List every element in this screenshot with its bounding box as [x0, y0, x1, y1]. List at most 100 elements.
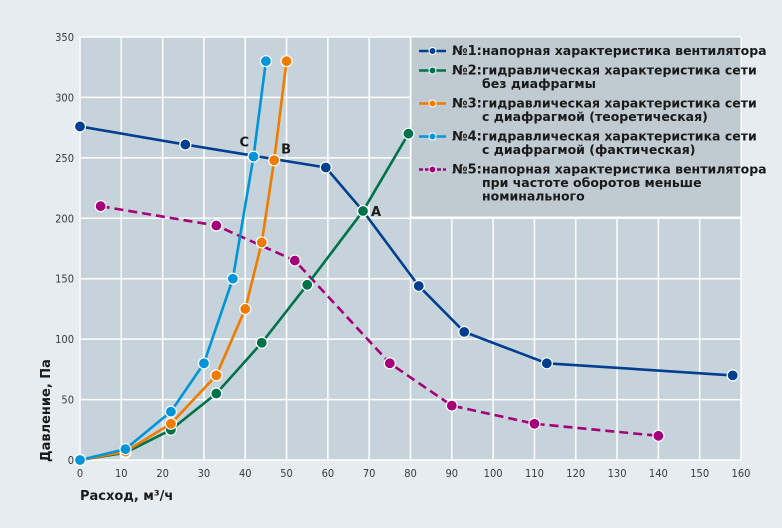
- y-tick-label: 50: [61, 394, 74, 407]
- legend-number: №1:: [452, 44, 482, 59]
- data-point: [239, 302, 252, 316]
- data-point: [528, 417, 541, 430]
- data-point: [179, 138, 192, 151]
- legend-swatch: [419, 47, 446, 55]
- data-point: [197, 357, 211, 370]
- annotation-label-a: A: [371, 205, 381, 220]
- legend-label: гидравлическая характеристика сети: [482, 96, 757, 111]
- legend-label: при частоте оборотов меньше: [482, 175, 702, 190]
- y-tick-label: 350: [55, 31, 74, 44]
- x-tick-label: 0: [77, 467, 83, 480]
- x-tick-label: 120: [566, 467, 585, 480]
- x-axis-ticks: 0 10 20 30 40 50 60 70 80 90 100 110 120 130 140 150 160: [77, 467, 751, 480]
- data-point: [255, 236, 268, 249]
- data-point: [445, 399, 458, 412]
- data-point: [319, 161, 332, 174]
- data-point: [301, 278, 314, 291]
- y-axis-label: Давление, Па: [39, 359, 54, 462]
- data-point: [210, 219, 223, 232]
- legend-label: напорная характеристика вентилятора: [482, 43, 767, 58]
- x-tick-label: 110: [525, 467, 544, 480]
- y-tick-label: 100: [55, 333, 74, 346]
- x-tick-label: 90: [446, 467, 459, 480]
- annotations: A B C: [240, 136, 382, 220]
- data-point: [383, 357, 396, 370]
- data-point: [268, 154, 281, 167]
- legend-swatch: [419, 132, 446, 141]
- data-point: [94, 200, 107, 213]
- series-s4: [73, 55, 273, 467]
- legend-label: с диафрагмой (теоретическая): [482, 109, 708, 124]
- data-point: [226, 272, 239, 285]
- legend-swatch: [419, 165, 446, 174]
- legend-item-s5: №5: напорная характеристика вентиляторапр…: [419, 162, 767, 204]
- x-tick-label: 70: [363, 467, 376, 480]
- x-tick-label: 80: [404, 467, 417, 480]
- data-point: [164, 405, 177, 418]
- data-point: [288, 254, 301, 267]
- x-axis-label: Расход, м³/ч: [80, 489, 173, 504]
- x-tick-label: 100: [484, 467, 503, 480]
- data-point: [210, 387, 223, 400]
- y-tick-label: 200: [55, 212, 74, 225]
- legend-number: №2:: [452, 64, 482, 79]
- data-point: [73, 453, 87, 467]
- x-tick-label: 140: [649, 467, 668, 480]
- legend-label: номинального: [482, 189, 585, 204]
- series-line: [79, 61, 288, 462]
- legend-label: без диафрагмы: [482, 76, 596, 91]
- data-point: [119, 443, 132, 456]
- legend-label: напорная характеристика вентилятора: [482, 162, 767, 177]
- data-point: [280, 55, 293, 68]
- legend-label: гидравлическая характеристика сети: [482, 63, 757, 78]
- series-line: [79, 125, 733, 377]
- legend-item-s2: №2: гидравлическая характеристика сетибез…: [419, 63, 757, 91]
- data-point: [247, 150, 260, 163]
- y-axis-ticks: 0 50 100 150 200 250 300 350: [55, 31, 74, 467]
- legend-label: гидравлическая характеристика сети: [482, 129, 757, 144]
- series-s2: [73, 127, 415, 467]
- x-tick-label: 20: [156, 467, 169, 480]
- data-point: [402, 127, 415, 140]
- series-group: [73, 55, 739, 467]
- legend-label: с диафрагмой (фактическая): [482, 142, 695, 157]
- data-point: [726, 369, 739, 382]
- annotation-label-b: B: [281, 142, 291, 157]
- data-point: [259, 55, 273, 68]
- x-tick-label: 30: [198, 467, 211, 480]
- y-tick-label: 300: [55, 91, 74, 104]
- y-tick-label: 150: [55, 273, 74, 286]
- data-point: [164, 417, 177, 430]
- data-point: [210, 369, 223, 382]
- legend-number: №4:: [452, 130, 482, 145]
- x-tick-label: 130: [608, 467, 627, 480]
- x-tick-label: 150: [690, 467, 709, 480]
- x-tick-label: 60: [322, 467, 335, 480]
- legend-box: [410, 36, 742, 218]
- legend-swatch: [419, 66, 446, 75]
- legend-item-s1: №1: напорная характеристика вентилятора: [419, 43, 767, 59]
- data-point: [73, 120, 87, 133]
- data-point: [652, 429, 665, 442]
- y-tick-label: 0: [68, 454, 74, 467]
- y-tick-label: 250: [55, 152, 74, 165]
- series-s5: [94, 200, 665, 442]
- legend-swatch: [419, 99, 446, 108]
- x-tick-label: 40: [239, 467, 252, 480]
- x-tick-label: 160: [732, 467, 751, 480]
- legend-number: №5:: [452, 163, 482, 178]
- data-point: [412, 279, 425, 293]
- data-point: [458, 325, 471, 338]
- legend: №1: напорная характеристика вентилятора№2…: [419, 43, 767, 204]
- x-tick-label: 10: [115, 467, 128, 480]
- data-point: [540, 357, 553, 370]
- data-point: [356, 204, 370, 218]
- data-point: [255, 336, 268, 349]
- x-tick-label: 50: [280, 467, 293, 480]
- legend-number: №3:: [452, 97, 482, 112]
- series-line: [79, 133, 410, 462]
- annotation-label-c: C: [240, 136, 250, 151]
